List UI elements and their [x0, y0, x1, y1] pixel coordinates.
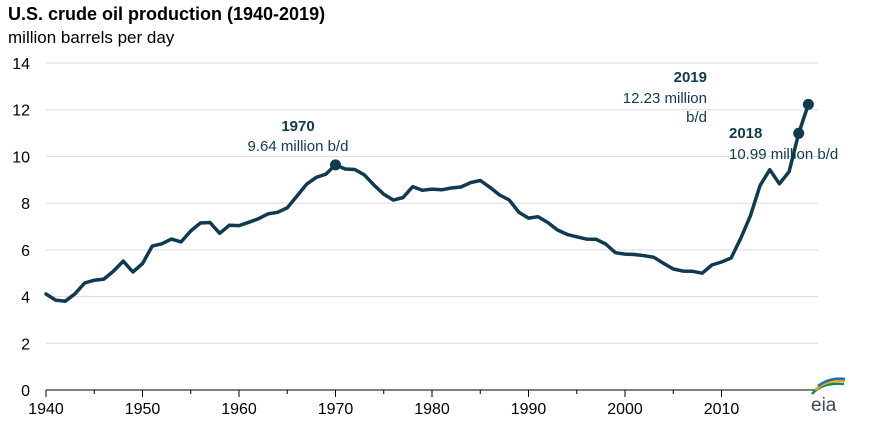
annotation-2019-value: 12.23 million	[623, 90, 707, 107]
eia-logo-swoosh-green	[811, 382, 845, 395]
eia-logo-swoosh-yellow	[814, 379, 846, 391]
annotations: 1970 9.64 million b/d 2019 12.23 million…	[248, 69, 839, 163]
annotation-1970-value: 9.64 million b/d	[248, 138, 349, 155]
annotation-point-2019	[802, 98, 814, 110]
y-axis-tick-labels: 0 2 4 6 8 10 12 14	[12, 56, 30, 400]
annotation-1970-year: 1970	[281, 118, 314, 135]
y-tick-label: 4	[21, 290, 30, 307]
gridlines	[46, 62, 818, 344]
y-tick-label: 6	[21, 243, 30, 260]
annotation-point-2018	[793, 127, 805, 139]
y-tick-label: 10	[12, 149, 30, 166]
x-tick-label: 1980	[414, 401, 450, 418]
annotation-point-1970	[330, 159, 341, 171]
y-tick-label: 2	[21, 336, 30, 353]
y-tick-label: 14	[12, 56, 30, 73]
annotation-2019-value-unit: b/d	[686, 109, 707, 126]
annotation-2018-value: 10.99 million b/d	[729, 146, 838, 163]
x-tick-label: 2000	[607, 401, 643, 418]
eia-logo: eia	[811, 377, 846, 416]
y-tick-label: 0	[21, 383, 30, 400]
eia-logo-swoosh-blue	[817, 377, 846, 388]
y-tick-label: 8	[21, 196, 30, 213]
annotation-2018-year: 2018	[729, 125, 762, 142]
x-tick-label: 1970	[318, 401, 354, 418]
x-tick-label: 2010	[704, 401, 740, 418]
annotation-2019-year: 2019	[674, 69, 707, 86]
x-tick-label: 1940	[28, 401, 64, 418]
series-line	[44, 102, 811, 303]
x-tick-label: 1960	[221, 401, 257, 418]
series-layer	[44, 98, 814, 303]
chart-title: U.S. crude oil production (1940-2019)	[8, 4, 326, 24]
chart-subtitle: million barrels per day	[8, 28, 175, 47]
x-tick-label: 1950	[125, 401, 161, 418]
x-axis: 1940 1950 1960 1970 1980 1990 2000 2010	[28, 389, 818, 418]
y-tick-label: 12	[12, 103, 30, 120]
x-tick-label: 1990	[511, 401, 547, 418]
eia-logo-text: eia	[811, 395, 837, 416]
